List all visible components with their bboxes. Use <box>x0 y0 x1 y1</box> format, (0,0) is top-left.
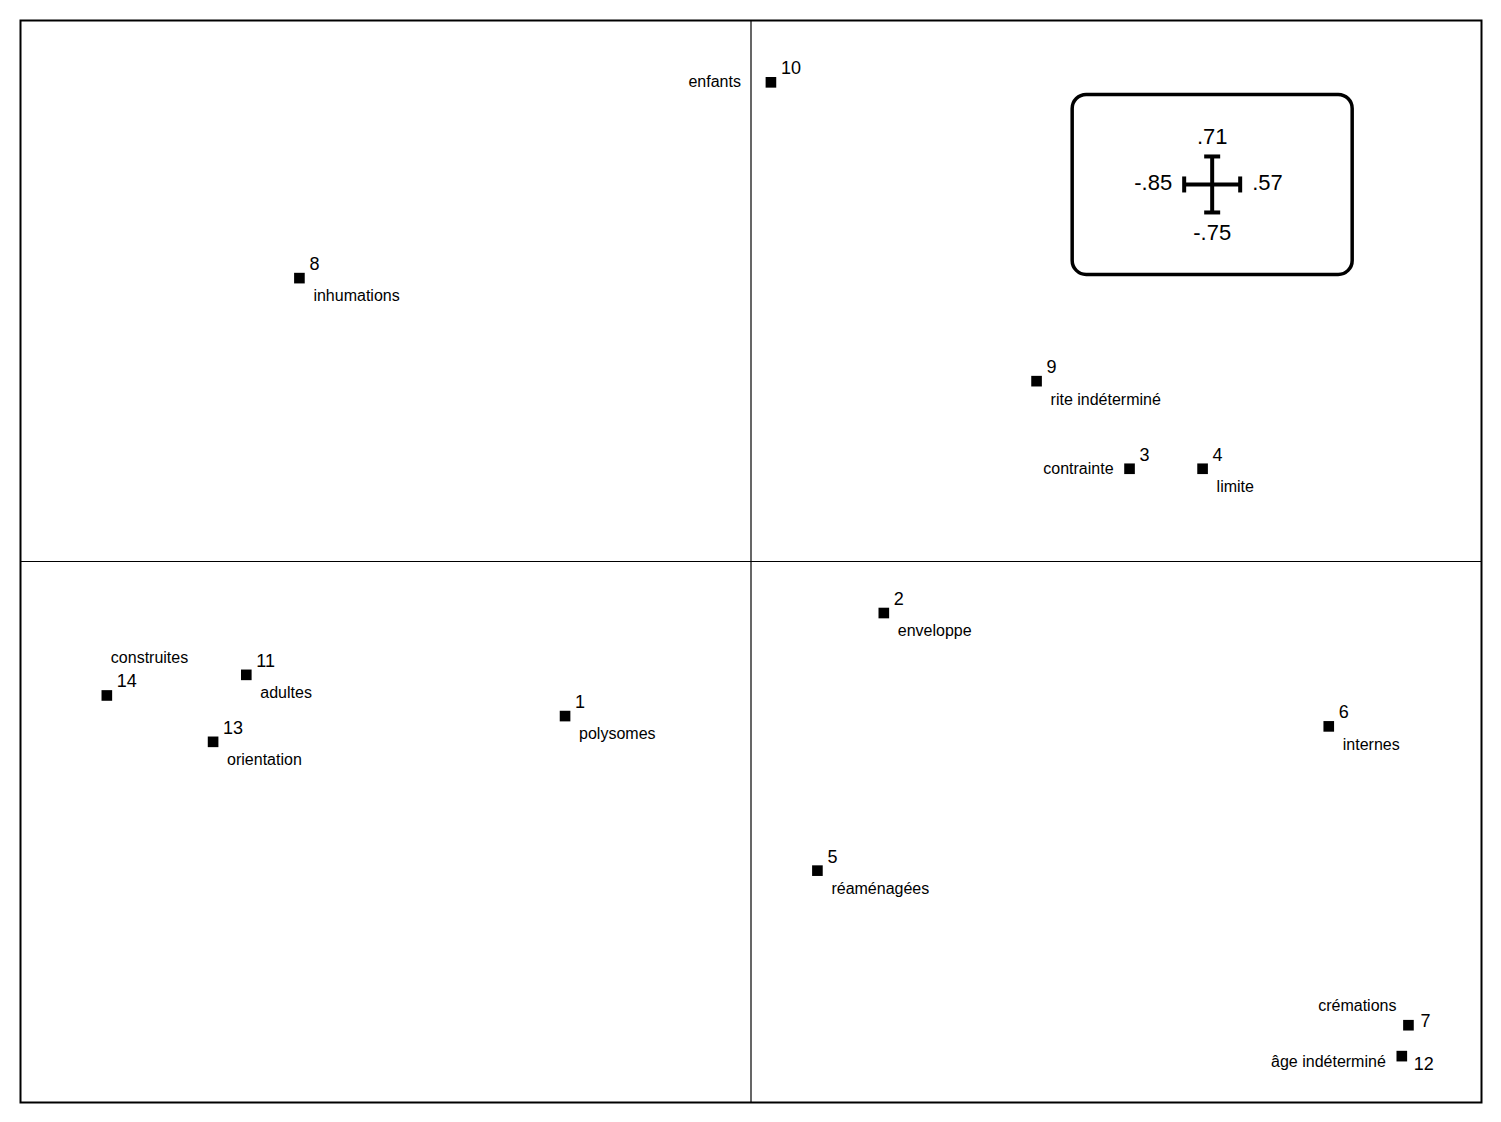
svg-text:7: 7 <box>1420 1011 1430 1031</box>
svg-text:3: 3 <box>1140 445 1150 465</box>
svg-text:5: 5 <box>827 847 837 867</box>
svg-text:4: 4 <box>1213 445 1223 465</box>
svg-text:âge indéterminé: âge indéterminé <box>1271 1053 1386 1070</box>
svg-text:inhumations: inhumations <box>313 287 399 304</box>
svg-text:orientation: orientation <box>227 751 302 768</box>
svg-text:crémations: crémations <box>1318 997 1396 1014</box>
svg-text:13: 13 <box>223 718 243 738</box>
svg-text:2: 2 <box>894 589 904 609</box>
svg-text:limite: limite <box>1217 478 1254 495</box>
svg-text:enfants: enfants <box>688 73 740 90</box>
svg-text:enveloppe: enveloppe <box>898 622 972 639</box>
svg-text:construites: construites <box>111 649 188 666</box>
svg-text:10: 10 <box>781 58 801 78</box>
svg-text:contrainte: contrainte <box>1043 460 1113 477</box>
svg-text:polysomes: polysomes <box>579 725 655 742</box>
svg-text:9: 9 <box>1047 357 1057 377</box>
svg-text:-.85: -.85 <box>1134 170 1172 195</box>
svg-text:14: 14 <box>117 671 137 691</box>
svg-text:.57: .57 <box>1252 170 1283 195</box>
svg-text:adultes: adultes <box>260 684 312 701</box>
svg-text:6: 6 <box>1339 702 1349 722</box>
svg-text:8: 8 <box>309 254 319 274</box>
svg-text:réaménagées: réaménagées <box>831 880 929 897</box>
svg-text:.71: .71 <box>1197 124 1228 149</box>
svg-text:internes: internes <box>1343 736 1400 753</box>
svg-text:rite indéterminé: rite indéterminé <box>1051 391 1161 408</box>
svg-text:-.75: -.75 <box>1193 220 1231 245</box>
svg-text:12: 12 <box>1414 1054 1434 1074</box>
svg-text:11: 11 <box>256 651 275 671</box>
svg-text:1: 1 <box>575 692 585 712</box>
